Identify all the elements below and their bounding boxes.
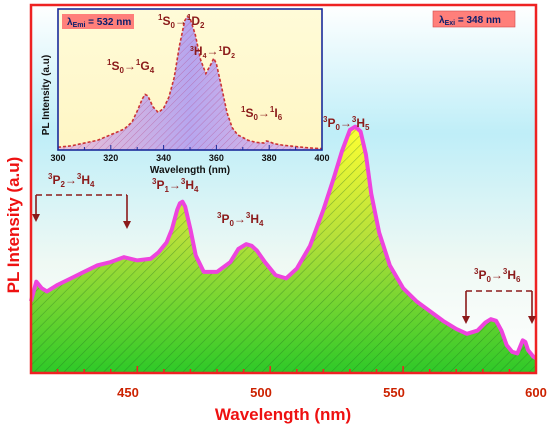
svg-text:3P0→3H4: 3P0→3H4 (217, 211, 264, 228)
inset-annotation-1s0-1d2: 1S0→1D2 (158, 13, 205, 30)
emi-value: = 532 nm (85, 17, 131, 28)
x-tick-label-600: 600 (525, 385, 547, 400)
annotation-3p0-3h4: 3P0→3H4 (217, 211, 264, 228)
x-tick-label-550: 550 (383, 385, 405, 400)
inset-tick-label-400: 400 (314, 153, 329, 163)
svg-text:λEmi = 532 nm: λEmi = 532 nm (67, 17, 131, 29)
annotation-3p2-3h4: 3P2→3H4 (32, 172, 131, 229)
inset-annotation-1s0-1g4: 1S0→1G4 (107, 58, 155, 75)
inset-tick-label-340: 340 (156, 153, 171, 163)
inset-spectrum-line (57, 15, 323, 150)
inset-annotation-1s0-1i6: 1S0→1I6 (241, 105, 283, 122)
svg-text:3P2→3H4: 3P2→3H4 (48, 172, 95, 189)
annotation-3p0-3h6: 3P0→3H6 (462, 267, 536, 324)
main-spectrum-line (29, 124, 538, 361)
inset-tick-label-360: 360 (209, 153, 224, 163)
inset-annotation-3h4-1d2: 3H4→1D2 (190, 44, 235, 60)
inset-tick-label-320: 320 (103, 153, 118, 163)
emi-lambda: λ (67, 17, 73, 28)
exi-sub: Exi (445, 20, 456, 27)
emi-sub: Emi (73, 22, 86, 29)
inset-y-axis-title: PL Intensity (a.u) (41, 55, 52, 135)
emission-badge: λEmi = 532 nm (62, 14, 134, 29)
x-tick-label-450: 450 (117, 385, 139, 400)
svg-text:λExi = 348 nm: λExi = 348 nm (439, 15, 501, 27)
plot-frame (29, 3, 538, 375)
inset-x-ticks (57, 145, 323, 150)
exi-value: = 348 nm (455, 15, 501, 26)
inset-x-axis-title: Wavelength (nm) (150, 165, 230, 176)
annotation-3p1-3h4: 3P1→3H4 (152, 177, 199, 194)
x-tick-label-500: 500 (250, 385, 272, 400)
inset-chart: 300 320 340 360 380 400 Wavelength (nm) … (41, 8, 330, 176)
y-axis-title: PL Intensity (a.u) (4, 157, 23, 294)
exi-lambda: λ (439, 15, 445, 26)
annotation-3p0-3h5: 3P0→3H5 (323, 115, 370, 132)
inset-spectrum-hatch (58, 16, 322, 151)
excitation-badge: λExi = 348 nm (432, 10, 516, 28)
main-spectrum-hatch (31, 126, 536, 373)
svg-text:3P1→3H4: 3P1→3H4 (152, 177, 199, 194)
svg-text:3P0→3H5: 3P0→3H5 (323, 115, 370, 132)
main-x-ticks (30, 366, 537, 373)
x-axis-title: Wavelength (nm) (215, 405, 351, 424)
inset-tick-label-300: 300 (50, 153, 65, 163)
svg-text:3P0→3H6: 3P0→3H6 (474, 267, 521, 284)
inset-tick-label-380: 380 (262, 153, 277, 163)
